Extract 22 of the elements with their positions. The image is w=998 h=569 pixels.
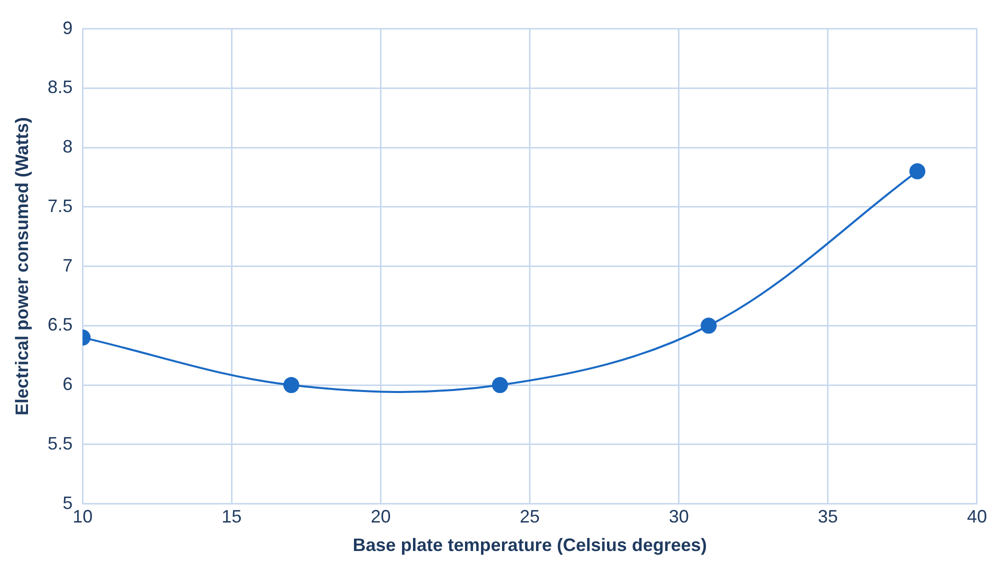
x-axis-title: Base plate temperature (Celsius degrees): [352, 535, 707, 556]
point: [700, 318, 717, 334]
x-tick-label: 40: [966, 506, 988, 527]
point: [492, 377, 508, 394]
y-tick-label: 6.5: [48, 314, 73, 335]
y-tick-label: 5.5: [48, 433, 73, 454]
y-axis-title: Electrical power consumed (Watts): [12, 117, 32, 416]
point: [909, 163, 926, 180]
x-tick-label: 15: [222, 506, 242, 527]
x-tick-label: 25: [520, 506, 540, 527]
y-tick-label: 8.5: [48, 77, 73, 98]
x-tick-label: 10: [72, 506, 93, 527]
y-tick-label: 6: [62, 374, 73, 394]
y-tick-label: 7.5: [48, 196, 73, 216]
x-tick-label: 30: [668, 506, 689, 527]
point: [283, 377, 300, 394]
x-tick-label: 35: [818, 506, 838, 527]
y-tick-label: 8: [62, 136, 73, 157]
x-tick-label: 20: [370, 506, 391, 527]
y-tick-label: 5: [62, 492, 73, 513]
y-tick-label: 7: [62, 255, 73, 276]
y-tick-label: 9: [62, 18, 73, 38]
